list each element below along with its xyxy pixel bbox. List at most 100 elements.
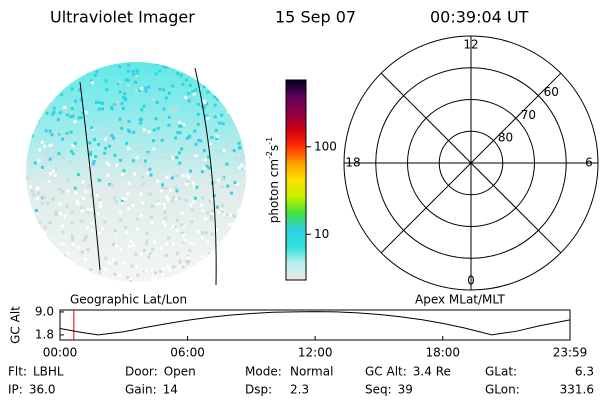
speckle-dot xyxy=(242,106,246,110)
speckle-dot xyxy=(127,119,131,123)
speckle-dot xyxy=(175,229,179,233)
speckle-dot xyxy=(197,230,201,234)
speckle-dot xyxy=(54,210,58,214)
speckle-dot xyxy=(237,208,241,212)
speckle-dot xyxy=(30,189,34,193)
speckle-dot xyxy=(127,181,131,185)
speckle-dot xyxy=(63,105,67,109)
speckle-dot xyxy=(135,227,139,231)
speckle-dot xyxy=(74,99,78,103)
speckle-dot xyxy=(200,170,204,174)
speckle-dot xyxy=(57,261,61,265)
speckle-dot xyxy=(52,106,56,110)
speckle-dot xyxy=(40,140,44,144)
speckle-dot xyxy=(232,253,236,257)
speckle-dot xyxy=(149,173,153,177)
speckle-dot xyxy=(174,186,178,190)
speckle-dot xyxy=(146,150,150,154)
speckle-dot xyxy=(143,164,147,168)
speckle-dot xyxy=(219,87,223,91)
speckle-dot xyxy=(145,242,149,246)
speckle-dot xyxy=(229,66,233,70)
speckle-dot xyxy=(151,97,155,101)
speckle-dot xyxy=(121,201,125,205)
speckle-dot xyxy=(217,178,221,182)
speckle-dot xyxy=(61,156,65,160)
speckle-dot xyxy=(66,189,70,193)
speckle-dot xyxy=(91,162,95,166)
speckle-dot xyxy=(240,167,244,171)
speckle-dot xyxy=(148,192,152,196)
speckle-dot xyxy=(52,81,56,85)
field-label: IP: xyxy=(8,383,23,397)
speckle-dot xyxy=(193,185,197,189)
speckle-dot xyxy=(238,79,242,83)
speckle-dot xyxy=(150,248,154,252)
speckle-dot xyxy=(34,208,38,212)
speckle-dot xyxy=(213,180,217,184)
field-label: GLon: xyxy=(485,383,520,397)
speckle-dot xyxy=(34,245,38,249)
speckle-dot xyxy=(206,90,210,94)
speckle-dot xyxy=(193,122,197,126)
speckle-dot xyxy=(59,242,63,246)
speckle-dot xyxy=(108,144,112,148)
speckle-dot xyxy=(175,251,179,255)
speckle-dot xyxy=(37,234,41,238)
speckle-dot xyxy=(191,90,195,94)
mlt-label: 12 xyxy=(463,38,478,52)
speckle-dot xyxy=(33,99,37,103)
speckle-dot xyxy=(69,130,73,134)
speckle-dot xyxy=(205,231,209,235)
speckle-dot xyxy=(99,201,103,205)
speckle-dot xyxy=(170,199,174,203)
speckle-dot xyxy=(206,240,210,244)
speckle-dot xyxy=(106,173,110,177)
speckle-dot xyxy=(63,79,67,83)
speckle-dot xyxy=(209,217,213,221)
speckle-dot xyxy=(110,183,114,187)
speckle-dot xyxy=(181,174,185,178)
speckle-dot xyxy=(87,184,91,188)
speckle-dot xyxy=(126,84,130,88)
speckle-dot xyxy=(229,213,233,217)
speckle-dot xyxy=(38,71,42,75)
speckle-dot xyxy=(37,159,41,163)
speckle-dot xyxy=(31,70,35,74)
speckle-dot xyxy=(115,124,119,128)
speckle-dot xyxy=(216,93,220,97)
speckle-dot xyxy=(78,273,82,277)
speckle-dot xyxy=(143,248,147,252)
speckle-dot xyxy=(229,280,233,282)
speckle-dot xyxy=(194,88,198,92)
speckle-dot xyxy=(148,252,152,256)
speckle-dot xyxy=(136,273,140,277)
speckle-dot xyxy=(63,214,67,218)
speckle-dot xyxy=(105,161,109,165)
field-value: 331.6 xyxy=(560,383,594,397)
speckle-dot xyxy=(44,129,48,133)
speckle-dot xyxy=(126,192,130,196)
speckle-dot xyxy=(89,151,93,155)
speckle-dot xyxy=(139,117,143,121)
speckle-dot xyxy=(244,154,246,158)
speckle-dot xyxy=(71,144,75,148)
speckle-dot xyxy=(239,95,243,99)
speckle-dot xyxy=(171,242,175,246)
speckle-dot xyxy=(125,275,129,279)
plot-frame xyxy=(59,309,571,341)
speckle-dot xyxy=(165,65,169,69)
speckle-dot xyxy=(72,272,76,276)
speckle-dot xyxy=(98,100,102,104)
frame-label: Geographic Lat/Lon xyxy=(70,293,187,307)
speckle-dot xyxy=(29,266,33,270)
speckle-dot xyxy=(167,123,171,127)
speckle-dot xyxy=(215,228,219,232)
speckle-dot xyxy=(172,196,176,200)
speckle-dot xyxy=(232,272,236,276)
field-label: GLat: xyxy=(485,365,517,379)
speckle-dot xyxy=(93,137,97,141)
speckle-dot xyxy=(96,142,100,146)
speckle-dot xyxy=(215,205,219,209)
speckle-dot xyxy=(171,224,175,228)
